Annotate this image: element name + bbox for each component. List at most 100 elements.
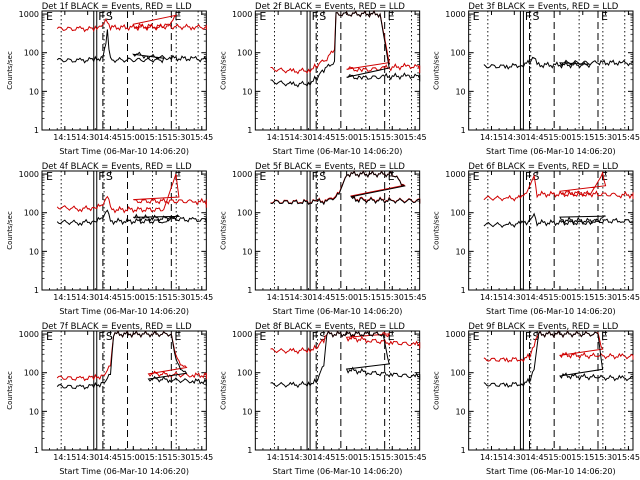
marker-letter-s: S	[319, 170, 326, 183]
x-tick-label: 14:45	[99, 133, 122, 142]
x-tick-label: 14:45	[526, 133, 549, 142]
x-tick-label: 15:45	[190, 293, 213, 302]
plot-frame	[468, 10, 634, 131]
x-tick-label: 15:45	[190, 133, 213, 142]
x-tick-label: 15:15	[358, 133, 381, 142]
x-tick-label: 14:30	[289, 293, 312, 302]
x-tick-label: 15:30	[381, 133, 404, 142]
x-tick-label: 15:15	[358, 453, 381, 462]
x-tick-label: 15:15	[571, 293, 594, 302]
plot-frame	[468, 330, 634, 451]
chart-title: Det 8f BLACK = Events, RED = LLD	[255, 322, 405, 332]
marker-letter-s: S	[106, 330, 113, 343]
chart-title: Det 3f BLACK = Events, RED = LLD	[468, 2, 618, 12]
x-tick-label: 15:00	[335, 293, 358, 302]
marker-letter-f: F	[312, 330, 318, 343]
marker-letter-e: E	[388, 330, 395, 343]
x-tick-label: 14:45	[312, 133, 335, 142]
marker-letter-e: E	[259, 170, 266, 183]
marker-letter-e: E	[601, 330, 608, 343]
marker-letter-f: F	[312, 10, 318, 23]
x-tick-label: 14:30	[503, 453, 526, 462]
marker-letter-e: E	[259, 330, 266, 343]
marker-letter-e: E	[473, 170, 480, 183]
y-tick-label: 10	[455, 87, 465, 96]
plot-frame	[254, 330, 421, 451]
x-tick-label: 15:30	[381, 453, 404, 462]
x-tick-label: 15:15	[145, 293, 168, 302]
marker-letter-e: E	[259, 10, 266, 23]
x-tick-label: 15:45	[404, 453, 427, 462]
y-tick-label: 1	[461, 446, 466, 455]
x-tick-label: 14:15	[267, 133, 290, 142]
y-tick-label: 10	[29, 247, 39, 256]
marker-letter-f: F	[525, 170, 531, 183]
marker-letter-s: S	[533, 10, 540, 23]
x-tick-label: 14:15	[480, 453, 503, 462]
y-tick-label: 10	[242, 247, 252, 256]
marker-letter-e: E	[174, 170, 181, 183]
panel-4: Det 4f BLACK = Events, RED = LLD Start Ti…	[6, 162, 213, 316]
x-tick-label: 14:45	[312, 453, 335, 462]
x-tick-label: 14:30	[503, 293, 526, 302]
x-tick-label: 15:00	[548, 453, 571, 462]
events-series-line	[270, 10, 421, 88]
y-axis-label: Counts/sec	[6, 211, 14, 250]
x-tick-label: 15:30	[594, 133, 617, 142]
x-tick-label: 15:30	[381, 293, 404, 302]
plot-frame	[41, 330, 207, 451]
chart-title: Det 7f BLACK = Events, RED = LLD	[42, 322, 192, 332]
y-tick-label: 1000	[19, 10, 39, 19]
lld-series-line	[270, 10, 421, 75]
marker-letter-s: S	[106, 10, 113, 23]
lld-series-line	[483, 170, 634, 202]
marker-letter-s: S	[533, 330, 540, 343]
marker-letter-f: F	[525, 10, 531, 23]
x-tick-label: 14:45	[526, 453, 549, 462]
x-tick-label: 15:30	[167, 293, 190, 302]
y-axis-label: Counts/sec	[219, 371, 227, 410]
panel-8: Det 8f BLACK = Events, RED = LLD Start Ti…	[219, 322, 426, 476]
panel-1: Det 1f BLACK = Events, RED = LLD Start Ti…	[6, 2, 213, 156]
marker-letter-e: E	[46, 170, 53, 183]
chart-title: Det 2f BLACK = Events, RED = LLD	[255, 2, 405, 12]
x-axis-label: Start Time (06-Mar-10 14:06:20)	[273, 147, 403, 156]
x-tick-label: 14:30	[503, 133, 526, 142]
x-tick-label: 14:30	[289, 133, 312, 142]
marker-letter-f: F	[98, 170, 104, 183]
y-tick-label: 100	[24, 209, 39, 218]
x-tick-label: 15:00	[548, 133, 571, 142]
lld-series-line	[56, 173, 207, 214]
events-series-line	[483, 330, 634, 388]
x-tick-label: 14:15	[267, 453, 290, 462]
lld-series-line	[56, 14, 207, 33]
y-tick-label: 100	[24, 369, 39, 378]
marker-letter-s: S	[106, 170, 113, 183]
marker-letter-e: E	[601, 170, 608, 183]
x-axis-label: Start Time (06-Mar-10 14:06:20)	[486, 307, 616, 316]
x-tick-label: 15:30	[594, 453, 617, 462]
y-tick-label: 1000	[232, 170, 252, 179]
y-tick-label: 1000	[232, 330, 252, 339]
x-tick-label: 14:45	[526, 293, 549, 302]
x-tick-label: 15:00	[122, 453, 145, 462]
marker-letter-f: F	[98, 10, 104, 23]
x-tick-label: 14:30	[76, 293, 99, 302]
y-axis-label: Counts/sec	[433, 211, 441, 250]
x-tick-label: 14:45	[312, 293, 335, 302]
y-tick-label: 100	[237, 369, 252, 378]
x-axis-label: Start Time (06-Mar-10 14:06:20)	[486, 467, 616, 476]
y-tick-label: 100	[450, 369, 465, 378]
x-tick-label: 14:15	[53, 453, 76, 462]
x-tick-label: 15:30	[167, 453, 190, 462]
x-tick-label: 14:45	[99, 453, 122, 462]
y-tick-label: 1	[34, 286, 39, 295]
lld-series-line	[56, 330, 207, 382]
panel-7: Det 7f BLACK = Events, RED = LLD Start Ti…	[6, 322, 213, 476]
marker-letter-e: E	[174, 10, 181, 23]
chart-title: Det 1f BLACK = Events, RED = LLD	[42, 2, 192, 12]
events-series-line	[56, 209, 207, 227]
x-tick-label: 14:30	[76, 453, 99, 462]
y-tick-label: 1000	[445, 170, 465, 179]
